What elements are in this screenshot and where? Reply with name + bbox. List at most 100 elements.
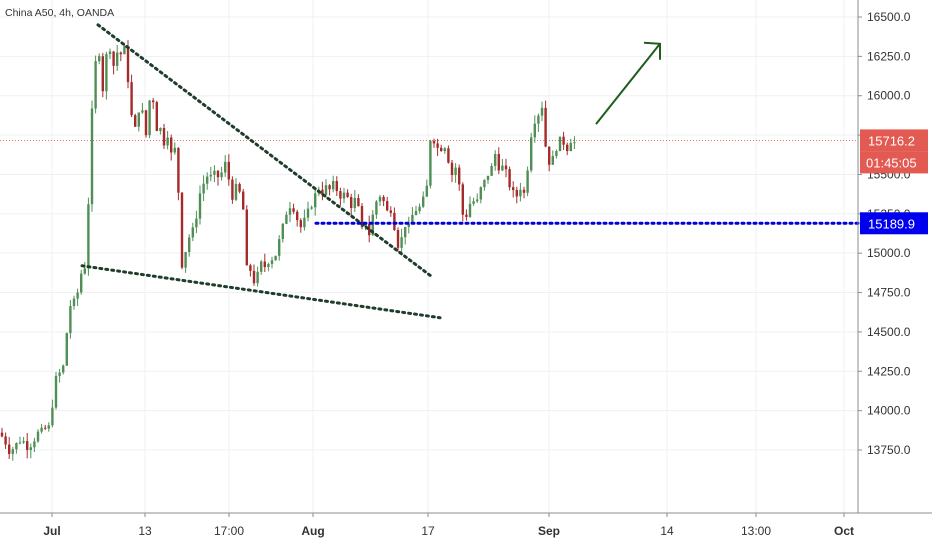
candle-body: [368, 224, 371, 236]
candle-body: [206, 176, 209, 184]
candle-body: [522, 189, 526, 193]
candle-body: [22, 441, 25, 443]
candle-body: [360, 206, 364, 228]
lower-trendline: [80, 264, 442, 320]
candlesticks: [0, 40, 576, 461]
candle-body: [98, 56, 101, 62]
candle-body: [191, 227, 194, 238]
candle-body: [292, 208, 295, 212]
candle-body: [155, 102, 158, 132]
candle-body: [180, 192, 184, 268]
candle-body: [65, 333, 68, 366]
candle-body: [170, 137, 173, 153]
arrow-head-icon: [643, 41, 661, 60]
candle-body: [130, 82, 133, 116]
candle-body: [342, 192, 346, 199]
candle-body: [202, 183, 205, 194]
candle-body: [504, 165, 508, 170]
candle-body: [195, 218, 198, 228]
candle-body: [267, 263, 270, 268]
drawings-layer[interactable]: [80, 23, 860, 320]
candle-body: [321, 189, 324, 195]
candle-body: [540, 107, 544, 116]
candle-body: [11, 449, 14, 454]
candle-body: [54, 375, 58, 408]
candle-body: [573, 142, 576, 144]
candle-body: [393, 212, 396, 231]
candle-body: [137, 112, 140, 127]
candle-body: [144, 110, 148, 136]
candle-body: [29, 447, 32, 450]
candle-body: [443, 148, 446, 152]
price-tick-label: 14000.0: [867, 404, 911, 418]
candle-body: [260, 261, 263, 272]
candle-body: [501, 165, 504, 171]
candle-body: [4, 436, 7, 445]
candle-body: [447, 148, 450, 163]
time-tick-label: Aug: [301, 524, 324, 538]
price-badges: 15716.2 01:45:05 15189.9: [860, 129, 928, 235]
candle-body: [418, 206, 421, 212]
candle-body: [209, 174, 212, 177]
candle-body: [108, 51, 112, 55]
candle-body: [62, 365, 65, 373]
candle-body: [353, 198, 356, 209]
candle-body: [80, 273, 83, 293]
time-tick-label: Oct: [834, 524, 854, 538]
candle-body: [328, 185, 331, 190]
candle-body: [569, 143, 572, 152]
symbol-title: China A50, 4h, OANDA: [5, 7, 115, 19]
candle-body: [425, 185, 428, 197]
grid-lines: [0, 0, 858, 513]
candle-body: [231, 179, 234, 200]
candle-body: [90, 108, 94, 205]
candle-body: [422, 196, 425, 207]
candle-body: [533, 123, 536, 138]
time-tick-label: 17:00: [214, 524, 244, 538]
candle-body: [371, 214, 374, 236]
candle-body: [299, 220, 302, 228]
candle-body: [382, 196, 385, 202]
candle-body: [530, 137, 533, 171]
candle-body: [432, 140, 436, 144]
candle-body: [494, 154, 497, 166]
candle-body: [94, 61, 97, 109]
candle-body: [173, 147, 176, 153]
candle-body: [123, 46, 126, 55]
countdown-badge: [860, 151, 928, 174]
candle-body: [562, 136, 565, 145]
candle-body: [159, 128, 162, 132]
price-tick-label: 13750.0: [867, 443, 911, 457]
candle-body: [112, 51, 115, 66]
price-tick-label: 16250.0: [867, 49, 911, 63]
candle-body: [454, 167, 457, 176]
candle-body: [411, 214, 414, 225]
candle-body: [364, 224, 367, 228]
candle-body: [486, 175, 490, 180]
candle-body: [224, 161, 227, 173]
candle-body: [303, 217, 306, 228]
candle-body: [216, 170, 220, 178]
candle-body: [285, 214, 288, 224]
candle-body: [198, 193, 202, 219]
candle-body: [350, 197, 353, 209]
candle-body: [404, 226, 407, 238]
candle-body: [483, 179, 486, 188]
candle-body: [335, 180, 338, 192]
candle-body: [148, 100, 151, 136]
candle-body: [256, 271, 259, 284]
candle-body: [515, 190, 518, 197]
candle-body: [141, 110, 144, 113]
candle-body: [450, 162, 454, 176]
candle-body: [47, 425, 50, 429]
upper-trendline: [96, 23, 434, 279]
candle-body: [252, 270, 256, 284]
price-tick-label: 14250.0: [867, 364, 911, 378]
candle-body: [332, 180, 335, 190]
candle-body: [119, 52, 122, 55]
candle-body: [357, 198, 360, 207]
candle-body: [375, 201, 378, 215]
candle-body: [51, 407, 54, 426]
